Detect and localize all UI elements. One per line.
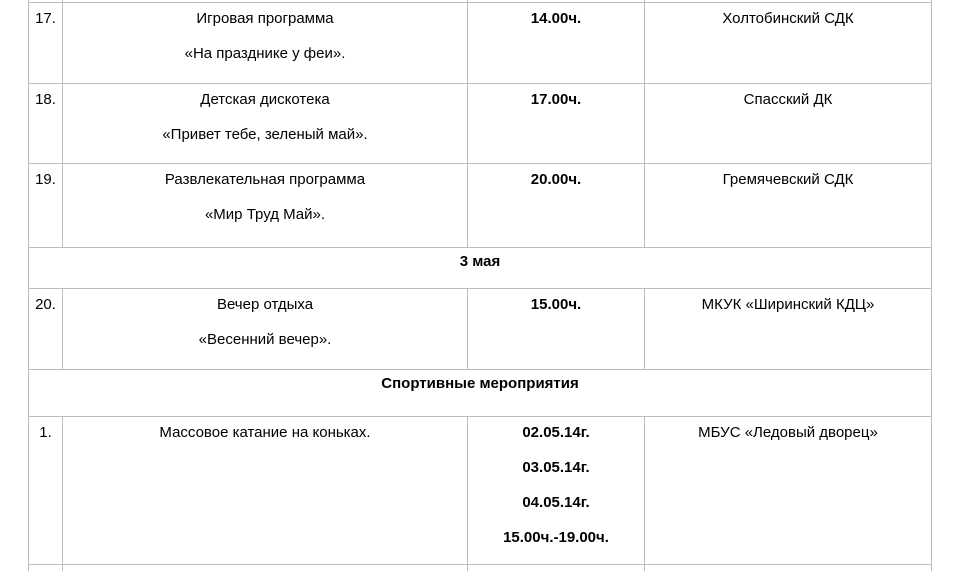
partial-clipped-row xyxy=(28,563,932,571)
event-row: 18. Детская дискотека «Привет тебе, зелены… xyxy=(28,82,932,164)
event-time-line: 15.00ч.-19.00ч. xyxy=(503,528,609,546)
event-time-cell: 02.05.14г. 03.05.14г. 04.05.14г. 15.00ч.-19… xyxy=(467,415,645,565)
event-title-cell: Детская дискотека «Привет тебе, зеленый м… xyxy=(62,82,468,164)
events-schedule-table-container: 17. Игровая программа «На празднике у феи»… xyxy=(28,0,932,571)
event-row: 19. Развлекательная программа «Мир Труд Ма… xyxy=(28,162,932,248)
event-title-cell: Игровая программа «На празднике у феи». xyxy=(62,1,468,84)
event-title-line: «Привет тебе, зеленый май». xyxy=(162,125,368,143)
event-title-line: Массовое катание на коньках. xyxy=(159,423,371,441)
schedule-table-body: 17. Игровая программа «На празднике у феи»… xyxy=(28,0,932,571)
row-number-cell: 1. xyxy=(28,415,63,565)
event-title-line: Развлекательная программа xyxy=(164,170,366,188)
event-row: 20. Вечер отдыха «Весенний вечер». 15.00ч. М… xyxy=(28,287,932,370)
event-row: 1. Массовое катание на коньках. 02.05.14г.… xyxy=(28,415,932,565)
event-title-line: «На празднике у феи». xyxy=(184,44,346,62)
event-location-cell: Гремячевский СДК xyxy=(644,162,932,248)
events-schedule-table: 17. Игровая программа «На празднике у феи»… xyxy=(28,0,932,571)
event-time-line: 04.05.14г. xyxy=(522,493,590,511)
event-time-line: 14.00ч. xyxy=(530,9,582,27)
empty-cell xyxy=(62,563,468,571)
section-row: 3 мая xyxy=(28,246,932,289)
empty-cell xyxy=(28,563,63,571)
event-location-cell: Холтобинский СДК xyxy=(644,1,932,84)
event-time-line: 20.00ч. xyxy=(530,170,582,188)
event-title-cell: Развлекательная программа «Мир Труд Май». xyxy=(62,162,468,248)
event-location-cell: МКУК «Ширинский КДЦ» xyxy=(644,287,932,370)
row-number-cell: 17. xyxy=(28,1,63,84)
event-time-cell: 20.00ч. xyxy=(467,162,645,248)
row-number-cell: 18. xyxy=(28,82,63,164)
event-time-line: 02.05.14г. xyxy=(522,423,590,441)
event-row: 17. Игровая программа «На празднике у феи»… xyxy=(28,1,932,84)
event-time-cell: 15.00ч. xyxy=(467,287,645,370)
event-title-line: «Весенний вечер». xyxy=(198,330,332,348)
section-header: Спортивные мероприятия xyxy=(28,368,932,417)
event-title-line: Детская дискотека xyxy=(200,90,330,108)
event-time-line: 15.00ч. xyxy=(530,295,582,313)
event-location-cell: Спасский ДК xyxy=(644,82,932,164)
event-time-line: 17.00ч. xyxy=(530,90,582,108)
section-header: 3 мая xyxy=(28,246,932,289)
event-title-line: Вечер отдыха xyxy=(216,295,314,313)
event-time-cell: 14.00ч. xyxy=(467,1,645,84)
event-title-cell: Массовое катание на коньках. xyxy=(62,415,468,565)
section-row: Спортивные мероприятия xyxy=(28,368,932,417)
event-location-cell: МБУС «Ледовый дворец» xyxy=(644,415,932,565)
event-title-cell: Вечер отдыха «Весенний вечер». xyxy=(62,287,468,370)
event-title-line: «Мир Труд Май». xyxy=(204,205,326,223)
row-number-cell: 19. xyxy=(28,162,63,248)
event-time-cell: 17.00ч. xyxy=(467,82,645,164)
event-title-line: Игровая программа xyxy=(196,9,334,27)
event-time-line: 03.05.14г. xyxy=(522,458,590,476)
row-number-cell: 20. xyxy=(28,287,63,370)
empty-cell xyxy=(644,563,932,571)
empty-cell xyxy=(467,563,645,571)
